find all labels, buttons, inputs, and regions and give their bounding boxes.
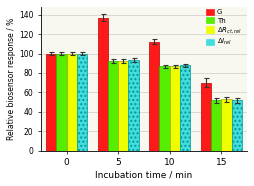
Bar xyxy=(77,54,87,151)
Bar xyxy=(149,42,160,151)
Bar xyxy=(46,54,56,151)
Bar xyxy=(180,65,190,151)
Bar xyxy=(232,100,242,151)
Y-axis label: Relative biosensor response / %: Relative biosensor response / % xyxy=(7,18,16,140)
Bar xyxy=(201,83,211,151)
Bar xyxy=(108,61,118,151)
Bar xyxy=(160,66,170,151)
Bar xyxy=(221,99,232,151)
Bar xyxy=(211,100,221,151)
Bar xyxy=(170,66,180,151)
Bar xyxy=(67,54,77,151)
Bar xyxy=(56,54,67,151)
X-axis label: Incubation time / min: Incubation time / min xyxy=(95,170,193,179)
Legend: G, Th, $\Delta R_{ct,rel}$, $\Delta I_{rel}$: G, Th, $\Delta R_{ct,rel}$, $\Delta I_{r… xyxy=(204,8,244,49)
Bar xyxy=(98,18,108,151)
Bar xyxy=(118,61,129,151)
Bar xyxy=(129,60,139,151)
